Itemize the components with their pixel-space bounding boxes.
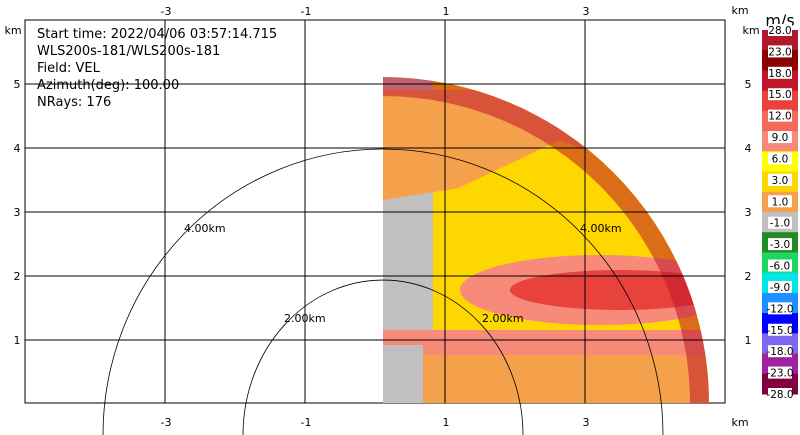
x-tick-bottom-3: 3: [583, 416, 590, 429]
x-tick-top-neg3: -3: [161, 5, 172, 18]
info-block: Start time: 2022/04/06 03:57:14.715 WLS2…: [37, 27, 277, 110]
colorbar-label-bg: [768, 131, 792, 144]
info-start-time: Start time: 2022/04/06 03:57:14.715: [37, 27, 277, 42]
colorbar-label-bg: [768, 302, 792, 315]
y-tick-left-2: 2: [14, 270, 21, 283]
colorbar-label-bg: [768, 323, 792, 336]
y-tick-right-3: 3: [745, 206, 752, 219]
x-tick-top-neg1: -1: [301, 5, 312, 18]
y-unit-right: km: [742, 24, 759, 37]
y-tick-left-5: 5: [14, 78, 21, 91]
x-ticks-bottom: -3 -1 1 3 km: [161, 416, 749, 429]
colorbar-label-bg: [768, 195, 792, 208]
colorbar-tick-label: -6.0: [770, 261, 791, 273]
colorbar-tick-label: -12.0: [766, 303, 793, 315]
colorbar-label-bg: [768, 88, 792, 101]
colorbar: 28.0 23.0 18.0 15.0 12.0 9.0 6.0 3.0 1.0 -1.0 -3.0…: [762, 24, 798, 401]
colorbar-label-bg: [768, 152, 792, 165]
colorbar-tick-label: -18.0: [766, 346, 793, 358]
colorbar-label-bg: [768, 280, 792, 293]
colorbar-tick-label: -28.0: [766, 389, 793, 401]
x-tick-bottom-1: 1: [443, 416, 450, 429]
x-tick-top-3: 3: [583, 5, 590, 18]
colorbar-tick-label: 28.0: [768, 25, 791, 37]
colorbar-tick-label: -9.0: [770, 282, 791, 294]
x-unit-top: km: [731, 4, 748, 17]
y-ticks-left: km 5 4 3 2 1: [4, 24, 21, 347]
colorbar-label-bg: [768, 45, 792, 58]
info-field: Field: VEL: [37, 61, 101, 76]
colorbar-label-bg: [768, 345, 792, 358]
colorbar-tick-label: 1.0: [772, 196, 789, 208]
grid: [25, 20, 725, 403]
colorbar-label-bg: [768, 216, 792, 229]
colorbar-tick-label: 12.0: [768, 111, 791, 123]
colorbar-label-bg: [768, 388, 792, 400]
colorbar-tick-label: 15.0: [768, 89, 791, 101]
range-ring-label-right-2km: 2.00km: [482, 312, 524, 325]
colorbar-tick-label: -3.0: [770, 239, 791, 251]
y-tick-right-4: 4: [745, 142, 752, 155]
y-tick-left-3: 3: [14, 206, 21, 219]
colorbar-tick-label: 3.0: [772, 175, 789, 187]
y-tick-left-4: 4: [14, 142, 21, 155]
info-azimuth: Azimuth(deg): 100.00: [37, 78, 179, 93]
x-tick-bottom-neg3: -3: [161, 416, 172, 429]
x-tick-bottom-neg1: -1: [301, 416, 312, 429]
info-nrays: NRays: 176: [37, 95, 111, 110]
colorbar-label-bg: [768, 173, 792, 186]
colorbar-label-bg: [768, 366, 792, 379]
y-tick-right-5: 5: [745, 78, 752, 91]
colorbar-tick-label: -23.0: [766, 368, 793, 380]
y-tick-right-2: 2: [745, 270, 752, 283]
colorbar-tick-label: 23.0: [768, 46, 791, 58]
range-ring-label-right-4km: 4.00km: [580, 222, 622, 235]
y-unit-left: km: [4, 24, 21, 37]
x-unit-bottom: km: [731, 416, 748, 429]
colorbar-tick-label: 9.0: [772, 132, 789, 144]
colorbar-label-bg: [768, 66, 792, 79]
x-tick-top-1: 1: [443, 5, 450, 18]
colorbar-label-bg: [768, 238, 792, 251]
x-ticks-top: -3 -1 1 3 km: [161, 4, 749, 18]
colorbar-tick-label: 18.0: [768, 68, 791, 80]
range-rings: [102, 148, 664, 435]
colorbar-tick-label: -15.0: [766, 325, 793, 337]
y-tick-left-1: 1: [14, 334, 21, 347]
info-instrument: WLS200s-181/WLS200s-181: [37, 44, 220, 59]
y-ticks-right: km 5 4 3 2 1: [742, 24, 759, 347]
y-tick-right-1: 1: [745, 334, 752, 347]
range-ring-label-left-2km: 2.00km: [284, 312, 326, 325]
colorbar-tick-label: 6.0: [772, 153, 789, 165]
colorbar-tick-label: -1.0: [770, 218, 791, 230]
colorbar-label-bg: [768, 109, 792, 122]
colorbar-label-bg: [768, 24, 792, 36]
colorbar-label-bg: [768, 259, 792, 272]
range-ring-label-left-4km: 4.00km: [184, 222, 226, 235]
